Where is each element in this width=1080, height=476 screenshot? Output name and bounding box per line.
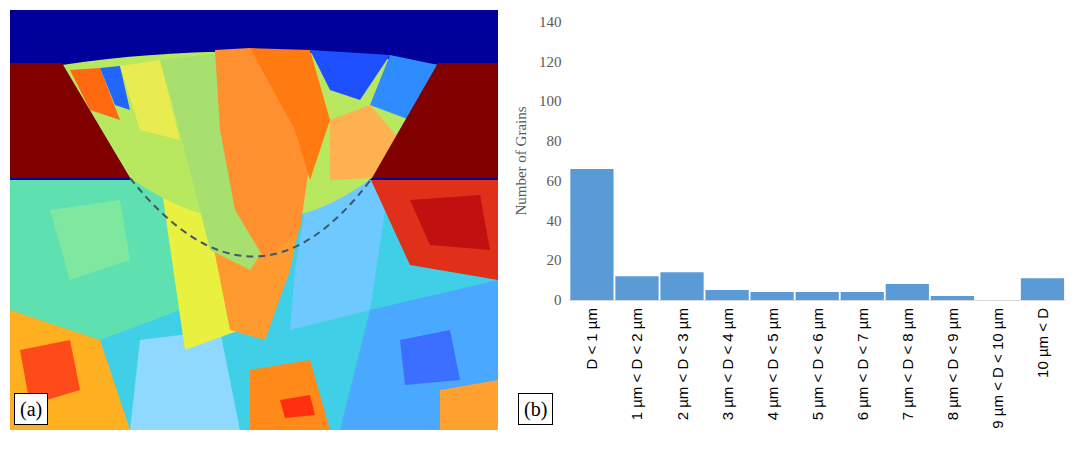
html-text:(a): (a): [20, 398, 43, 420]
svg-text:60: 60: [546, 173, 561, 189]
svg-text:Number of Grains: Number of Grains: [513, 106, 529, 215]
svg-text:40: 40: [546, 213, 561, 229]
svg-text:8 µm < D < 9 µm: 8 µm < D < 9 µm: [944, 308, 961, 420]
svg-text:80: 80: [546, 133, 561, 149]
svg-text:6 µm < D < 7 µm: 6 µm < D < 7 µm: [854, 308, 871, 420]
svg-text:0: 0: [554, 292, 562, 308]
svg-text:2 µm < D < 3 µm: 2 µm < D < 3 µm: [674, 308, 691, 420]
svg-text:100: 100: [539, 93, 562, 109]
html-text:(b): (b): [524, 398, 548, 420]
svg-text:7 µm < D < 8 µm: 7 µm < D < 8 µm: [899, 308, 916, 420]
svg-text:20: 20: [546, 252, 561, 268]
svg-text:3 µm < D < 4 µm: 3 µm < D < 4 µm: [719, 308, 736, 420]
svg-text:5 µm < D < 6 µm: 5 µm < D < 6 µm: [809, 308, 826, 420]
svg-text:10 µm < D: 10 µm < D: [1034, 308, 1051, 378]
svg-text:D < 1 µm: D < 1 µm: [583, 308, 600, 370]
svg-text:1 µm < D < 2 µm: 1 µm < D < 2 µm: [628, 308, 645, 420]
svg-text:140: 140: [539, 14, 562, 30]
svg-text:9 µm < D < 10 µm: 9 µm < D < 10 µm: [989, 308, 1006, 429]
svg-text:4 µm < D < 5 µm: 4 µm < D < 5 µm: [764, 308, 781, 420]
svg-text:120: 120: [539, 54, 562, 70]
